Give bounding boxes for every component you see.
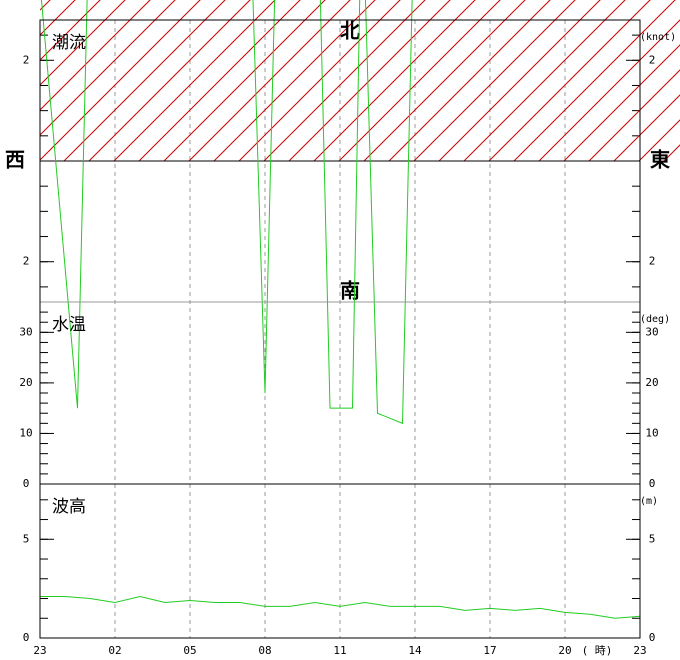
north-label: 北 xyxy=(340,19,360,43)
y-tick-label: 5 xyxy=(23,532,30,545)
y-tick-label: 10 xyxy=(19,426,32,439)
y-tick-label-right: 10 xyxy=(645,426,658,439)
y-tick-label: 0 xyxy=(23,631,30,644)
data-line xyxy=(40,0,413,425)
x-unit: ( 時) xyxy=(582,644,613,657)
west-label: 西 xyxy=(5,148,25,172)
frame xyxy=(39,19,641,639)
south-label: 南 xyxy=(340,279,360,303)
x-tick-label: 02 xyxy=(108,644,121,657)
y-tick-label: 30 xyxy=(19,325,32,338)
y-tick-label: 0 xyxy=(23,477,30,490)
x-tick-label: 14 xyxy=(408,644,422,657)
panel-title: 波高 xyxy=(52,497,86,517)
x-tick-label: 08 xyxy=(258,644,271,657)
y-tick-label-right: 2 xyxy=(649,255,656,268)
unit-label: (m) xyxy=(640,496,658,507)
y-tick-label-right: 0 xyxy=(649,477,656,490)
x-tick-label: 11 xyxy=(333,644,346,657)
data-line xyxy=(40,596,641,619)
y-tick-label: 2 xyxy=(23,53,30,66)
panel-title: 水温 xyxy=(52,315,86,335)
panel-title: 潮流 xyxy=(52,33,86,53)
unit-label: (knot) xyxy=(640,32,676,43)
north-hatch xyxy=(40,0,680,161)
y-tick-label-right: 20 xyxy=(645,376,658,389)
y-tick-label-right: 30 xyxy=(645,325,658,338)
y-tick-label-right: 0 xyxy=(649,631,656,644)
y-tick-label: 2 xyxy=(23,255,30,268)
y-tick-label-right: 5 xyxy=(649,532,656,545)
x-tick-label: 23 xyxy=(633,644,646,657)
y-tick-label: 20 xyxy=(19,376,32,389)
x-tick-label: 05 xyxy=(183,644,196,657)
x-tick-label: 17 xyxy=(483,644,496,657)
x-tick-label: 23 xyxy=(33,644,46,657)
unit-label: (deg) xyxy=(640,314,670,325)
east-label: 東 xyxy=(650,148,670,172)
x-tick-label: 20 xyxy=(558,644,571,657)
